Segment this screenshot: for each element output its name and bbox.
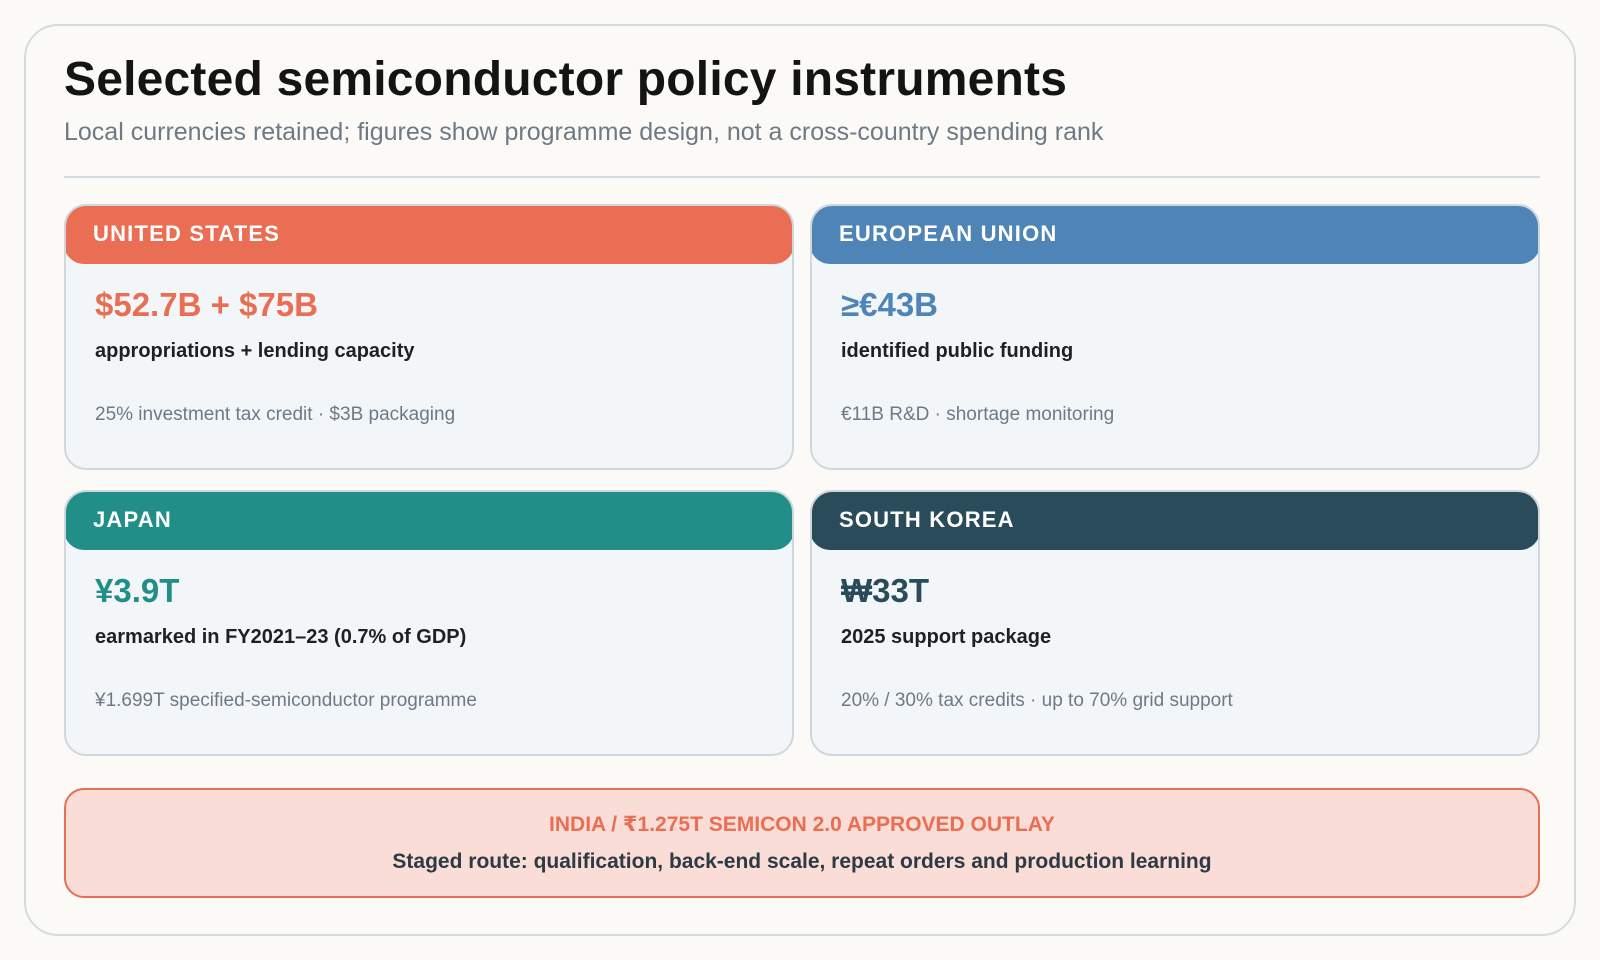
panel-frame: Selected semiconductor policy instrument… <box>24 24 1576 936</box>
card-detail: 25% investment tax credit · $3B packagin… <box>95 404 456 425</box>
card-detail: 20% / 30% tax credits · up to 70% grid s… <box>841 690 1233 711</box>
card-header: UNITED STATES <box>66 206 792 264</box>
card-detail: ¥1.699T specified-semiconductor programm… <box>95 690 477 711</box>
india-callout: INDIA / ₹1.275T SEMICON 2.0 APPROVED OUT… <box>64 788 1540 898</box>
card-detail: €11B R&D · shortage monitoring <box>841 404 1115 425</box>
card-description: 2025 support package <box>841 626 1052 648</box>
card-value: ¥3.9T <box>95 572 180 609</box>
card-description: appropriations + lending capacity <box>95 340 415 362</box>
card-south-korea: SOUTH KOREA ₩33T 2025 support package 20… <box>810 490 1540 756</box>
card-value: $52.7B + $75B <box>95 286 318 323</box>
page-title: Selected semiconductor policy instrument… <box>64 53 1068 106</box>
callout-heading: INDIA / ₹1.275T SEMICON 2.0 APPROVED OUT… <box>549 813 1055 836</box>
page-subtitle: Local currencies retained; figures show … <box>64 118 1104 146</box>
card-description: earmarked in FY2021–23 (0.7% of GDP) <box>95 626 467 648</box>
card-value: ≥€43B <box>841 286 939 323</box>
card-header: JAPAN <box>66 492 792 550</box>
card-description: identified public funding <box>841 340 1074 362</box>
card-header: EUROPEAN UNION <box>812 206 1538 264</box>
card-value: ₩33T <box>841 572 930 609</box>
divider <box>64 176 1540 178</box>
card-european-union: EUROPEAN UNION ≥€43B identified public f… <box>810 204 1540 470</box>
card-header: SOUTH KOREA <box>812 492 1538 550</box>
card-japan: JAPAN ¥3.9T earmarked in FY2021–23 (0.7%… <box>64 490 794 756</box>
card-united-states: UNITED STATES $52.7B + $75B appropriatio… <box>64 204 794 470</box>
callout-text: Staged route: qualification, back-end sc… <box>392 850 1212 873</box>
